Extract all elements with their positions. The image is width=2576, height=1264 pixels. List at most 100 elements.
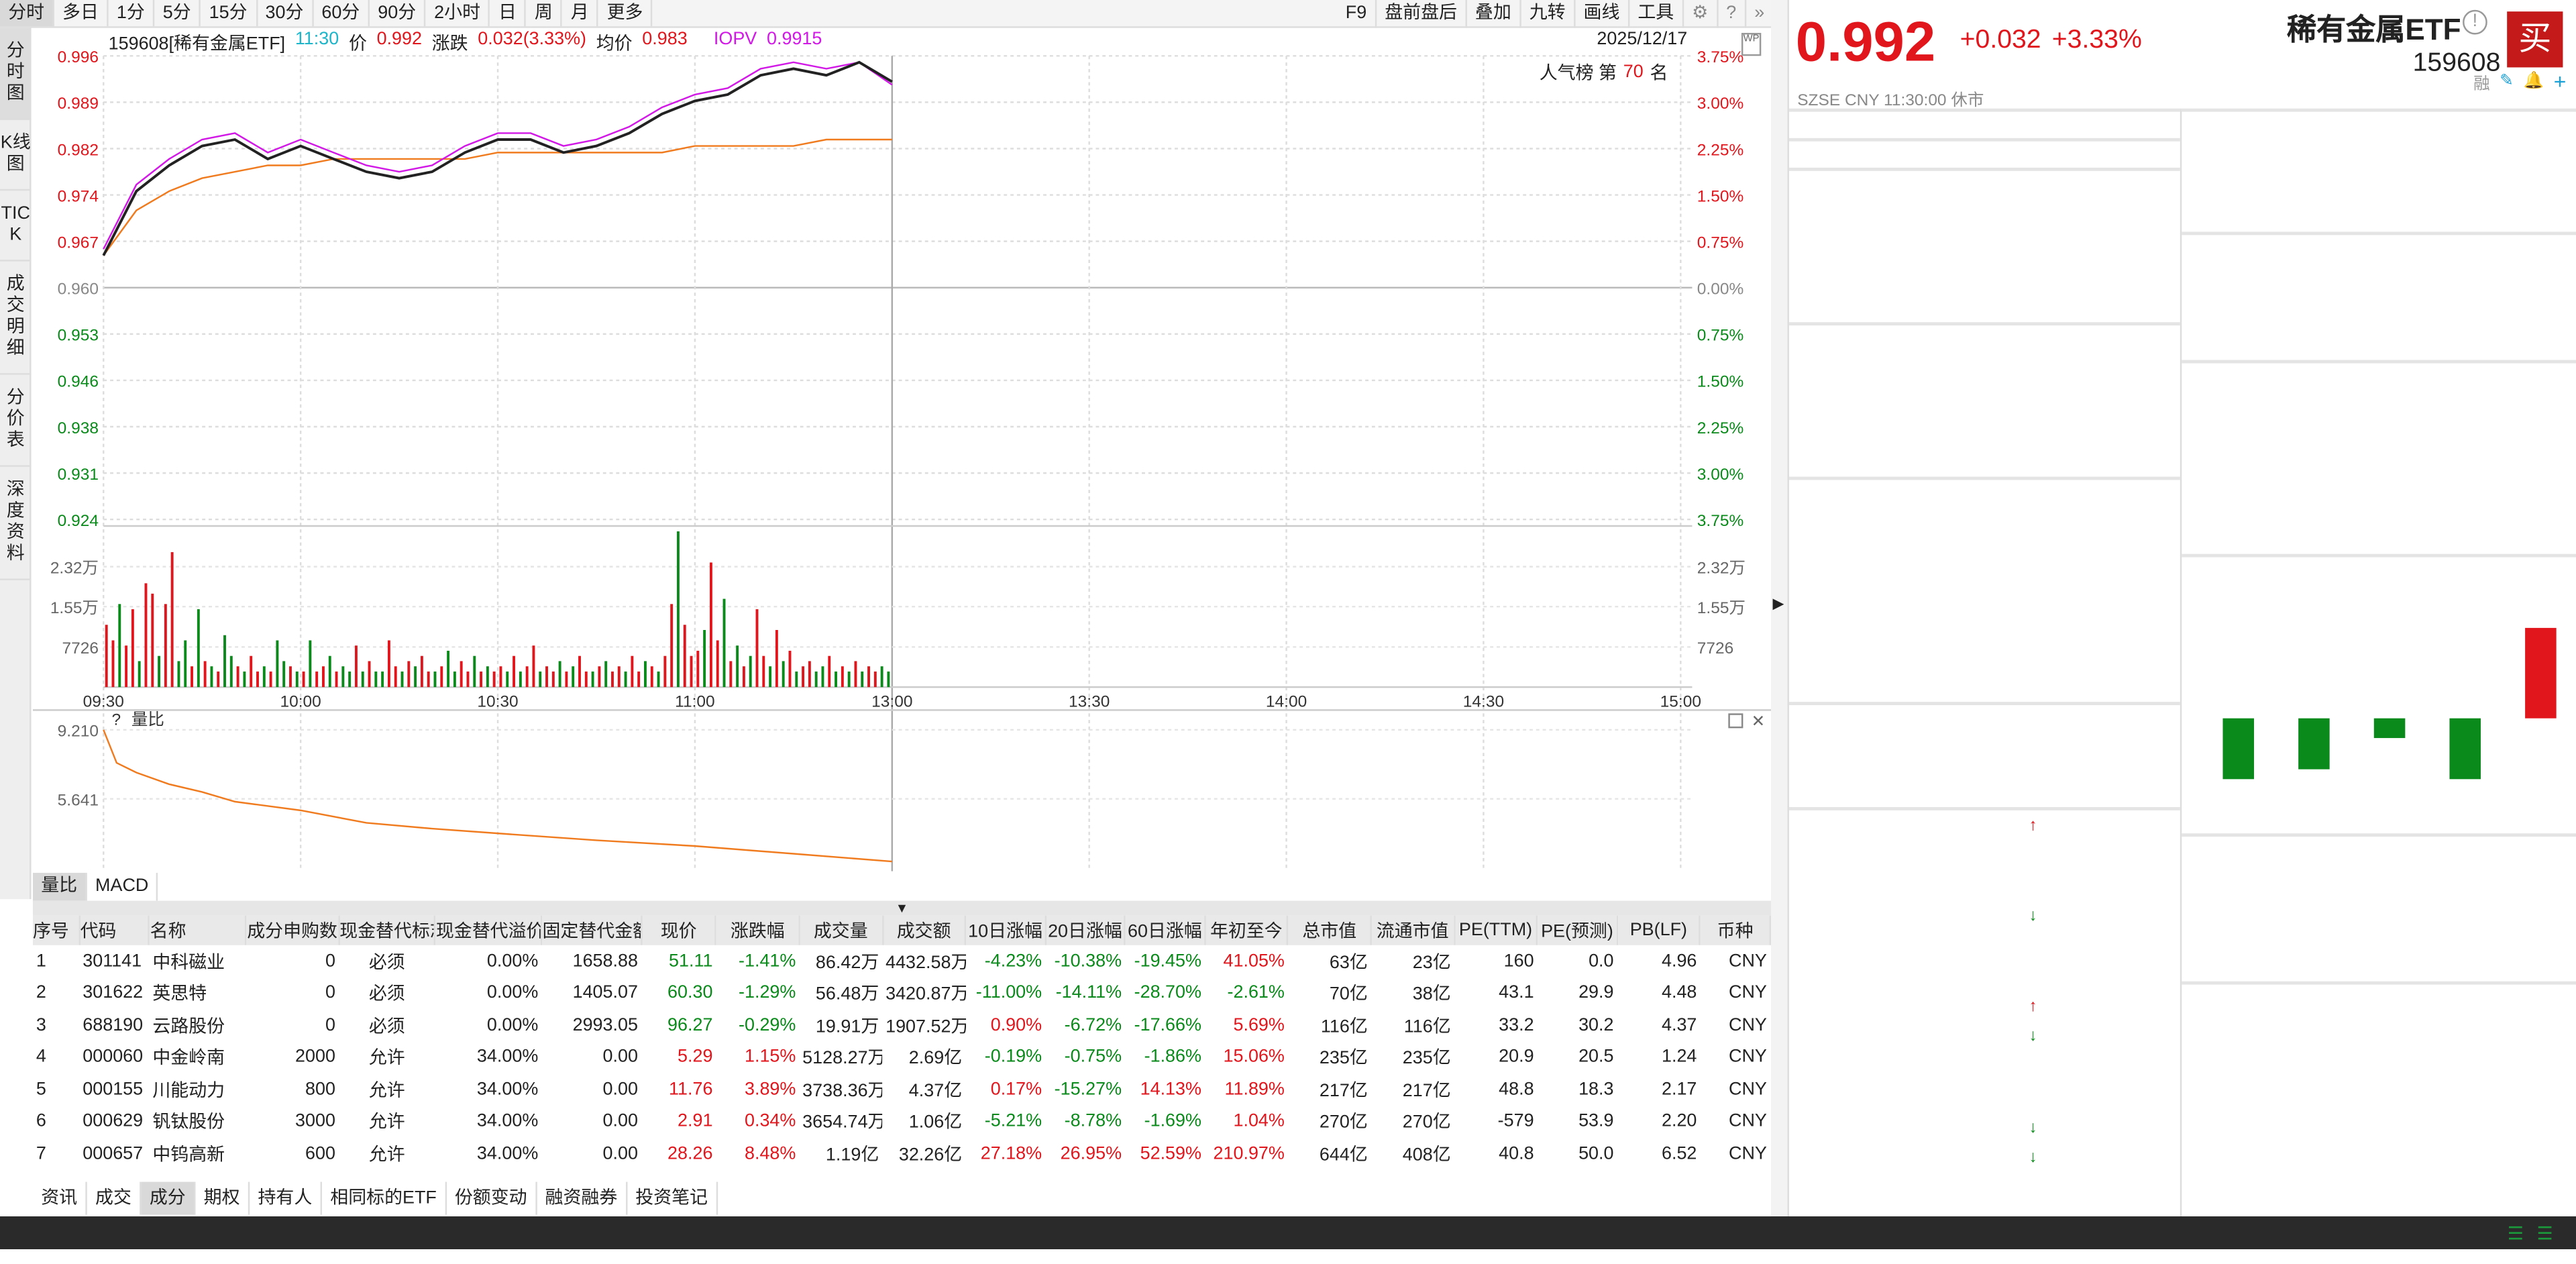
column-header[interactable]: PE(TTM) — [1454, 915, 1538, 945]
bottom-tab-投资笔记[interactable]: 投资笔记 — [627, 1181, 718, 1215]
index-quote[interactable] — [355, 1223, 421, 1243]
tab-更多[interactable]: 更多 — [598, 0, 653, 27]
index-quote[interactable] — [266, 1223, 332, 1243]
panel-splitter[interactable]: ▼ — [32, 900, 1772, 916]
buy-button[interactable]: 买 — [2507, 11, 2563, 68]
column-header[interactable]: 涨跌幅 — [716, 915, 800, 945]
info-icon[interactable]: ! — [2463, 9, 2487, 35]
toolbar-F9[interactable]: F9 — [1338, 0, 1377, 28]
close-icon[interactable]: ✕ — [1751, 713, 1766, 732]
index-quote[interactable] — [89, 1223, 154, 1243]
table-row[interactable]: 3 688190 云路股份 0 必须 0.00% 2993.05 96.27 -0.29% 19.… — [33, 1009, 1770, 1041]
tab-日[interactable]: 日 — [490, 0, 527, 27]
bottom-tab-成分[interactable]: 成分 — [141, 1181, 196, 1215]
column-header[interactable]: 成交额 — [882, 915, 967, 945]
tab-30分[interactable]: 30分 — [257, 0, 314, 27]
toolbar-工具[interactable]: 工具 — [1629, 0, 1684, 28]
cell-固定替代金额: 1405.07 — [572, 983, 638, 1004]
intraday-chart[interactable]: 0.996 3.75% 0.989 3.00% 0.982 2.25% 0.974 1.50%… — [0, 0, 1774, 914]
help-icon[interactable]: ? — [1718, 0, 1746, 28]
bottom-tab-成交[interactable]: 成交 — [87, 1181, 142, 1215]
sidebar-item-分价表[interactable]: 分价表 — [0, 375, 32, 467]
column-header[interactable]: 10日涨幅 — [965, 915, 1046, 945]
tab-2小时[interactable]: 2小时 — [426, 0, 490, 27]
column-header[interactable]: 20日涨幅 — [1045, 915, 1126, 945]
toolbar-九转[interactable]: 九转 — [1521, 0, 1576, 28]
column-header[interactable]: 60日涨幅 — [1124, 915, 1206, 945]
index-quote[interactable] — [443, 1223, 496, 1243]
index-quote[interactable] — [0, 1223, 66, 1243]
column-header[interactable]: 总市值 — [1287, 915, 1372, 945]
order-level[interactable] — [1789, 290, 2180, 319]
column-header[interactable]: 现价 — [641, 915, 717, 945]
wp-icon[interactable]: WP — [1741, 33, 1762, 56]
column-header[interactable]: 流通市值 — [1371, 915, 1455, 945]
nav-row[interactable] — [1789, 112, 2180, 138]
order-level[interactable] — [1789, 203, 2180, 232]
column-header[interactable]: 名称 — [149, 915, 247, 945]
table-row[interactable]: 2 301622 英思特 0 必须 0.00% 1405.07 60.30 -1.29% 56.4… — [33, 978, 1770, 1010]
column-header[interactable]: 序号 — [32, 915, 80, 945]
gear-icon[interactable]: ⚙ — [1684, 0, 1719, 28]
toolbar-叠加[interactable]: 叠加 — [1467, 0, 1521, 28]
tab-分时[interactable]: 分时 — [0, 0, 54, 27]
tab-90分[interactable]: 90分 — [370, 0, 426, 27]
column-header[interactable]: 现金替代标志 — [338, 915, 436, 945]
column-header[interactable]: PE(预测) — [1537, 915, 1618, 945]
column-header[interactable]: 币种 — [1700, 915, 1772, 945]
column-header[interactable]: 成分申购数 — [246, 915, 340, 945]
table-row[interactable]: 4 000060 中金岭南 2000 允许 34.00% 0.00 5.29 1.15% 5128… — [33, 1041, 1770, 1073]
column-header[interactable]: 固定替代金额 — [541, 915, 643, 945]
table-row[interactable]: 6 000629 钒钛股份 3000 允许 34.00% 0.00 2.91 0.34% 3654… — [33, 1106, 1770, 1138]
edit-icon[interactable]: ✎ — [2500, 72, 2514, 91]
collapse-arrow-icon[interactable]: ▼ — [895, 900, 909, 916]
bottom-tab-融资融券[interactable]: 融资融券 — [537, 1181, 627, 1215]
bottom-tab-期权[interactable]: 期权 — [195, 1181, 250, 1215]
sidebar-item-成交明细[interactable]: 成交明细 — [0, 262, 32, 375]
order-level[interactable] — [1789, 415, 2180, 444]
table-row[interactable]: 1 301141 中科磁业 0 必须 0.00% 1658.88 51.11 -1.41% 86.… — [33, 945, 1770, 978]
order-level[interactable] — [1789, 358, 2180, 386]
tab-5分[interactable]: 5分 — [155, 0, 201, 27]
indicator-tab-MACD[interactable]: MACD — [87, 872, 159, 901]
column-header[interactable]: 代码 — [79, 915, 150, 945]
column-header[interactable]: 成交量 — [799, 915, 883, 945]
panel-divider[interactable]: ▶ — [1771, 0, 1788, 1216]
bottom-tab-持有人[interactable]: 持有人 — [250, 1181, 323, 1215]
maximize-icon[interactable] — [1728, 713, 1743, 729]
sidebar-item-TICK[interactable]: TICK — [0, 191, 32, 262]
order-level[interactable] — [1789, 386, 2180, 415]
bottom-tab-份额变动[interactable]: 份额变动 — [447, 1181, 537, 1215]
tab-多日[interactable]: 多日 — [54, 0, 109, 27]
table-row[interactable]: 7 000657 中钨高新 600 允许 34.00% 0.00 28.26 8.48% 1.19… — [33, 1137, 1770, 1169]
tab-月[interactable]: 月 — [562, 0, 599, 27]
column-header[interactable]: 年初至今 — [1204, 915, 1289, 945]
bottom-tab-相同标的ETF[interactable]: 相同标的ETF — [322, 1181, 447, 1215]
tab-15分[interactable]: 15分 — [201, 0, 258, 27]
table-row[interactable]: 5 000155 川能动力 800 允许 34.00% 0.00 11.76 3.89% 3738… — [33, 1073, 1770, 1106]
bell-icon[interactable]: 🔔 — [2523, 72, 2544, 91]
sidebar-item-K线图[interactable]: K线图 — [0, 120, 32, 191]
toolbar-盘前盘后[interactable]: 盘前盘后 — [1377, 0, 1467, 28]
tab-周[interactable]: 周 — [527, 0, 563, 27]
order-level[interactable] — [1789, 261, 2180, 290]
menu-icon[interactable]: ☰ — [2536, 1224, 2553, 1244]
tab-60分[interactable]: 60分 — [313, 0, 370, 27]
order-level[interactable] — [1789, 232, 2180, 261]
sidebar-item-深度资料[interactable]: 深度资料 — [0, 467, 32, 580]
toolbar-画线[interactable]: 画线 — [1575, 0, 1630, 28]
order-level[interactable] — [1789, 444, 2180, 473]
column-header[interactable]: PB(LF) — [1617, 915, 1701, 945]
add-icon[interactable]: + — [2553, 68, 2567, 94]
column-header[interactable]: 现金替代溢价 — [435, 915, 543, 945]
index-quote[interactable] — [177, 1223, 243, 1243]
tab-1分[interactable]: 1分 — [109, 0, 155, 27]
menu-icon[interactable]: ☰ — [2507, 1224, 2524, 1244]
order-level[interactable] — [1789, 329, 2180, 358]
stat-row — [1789, 772, 2180, 802]
expand-arrow-icon[interactable]: ▶ — [1772, 594, 1784, 612]
bottom-tab-资讯[interactable]: 资讯 — [33, 1181, 87, 1215]
indicator-tab-量比[interactable]: 量比 — [32, 872, 87, 901]
order-level[interactable] — [1789, 174, 2180, 203]
sidebar-item-分时图[interactable]: 分时图 — [0, 28, 32, 120]
